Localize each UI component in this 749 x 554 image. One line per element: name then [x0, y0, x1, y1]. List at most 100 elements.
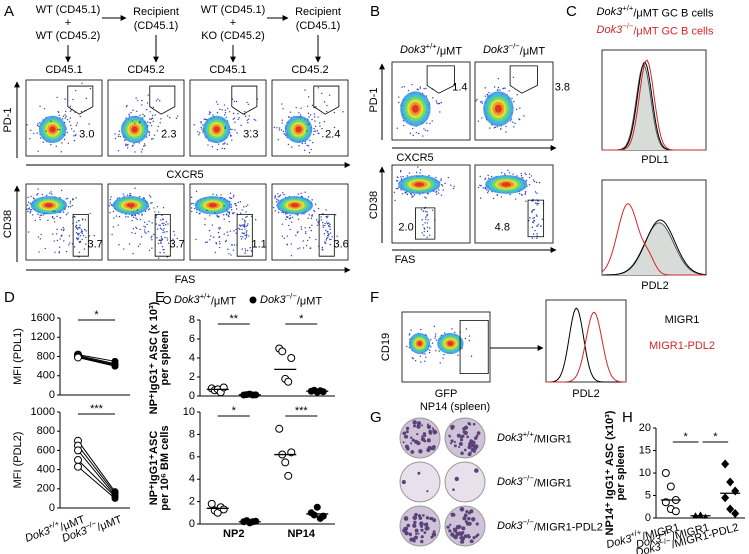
event-dot [329, 224, 331, 226]
event-dot [310, 229, 312, 232]
event-dot [51, 193, 53, 195]
spot [469, 539, 474, 544]
event-dot [396, 188, 399, 190]
x-axis-label: CXCR5 [396, 152, 433, 164]
event-dot [328, 222, 330, 224]
spot [414, 439, 419, 444]
spot [469, 442, 475, 448]
event-dot [428, 349, 431, 351]
spot [463, 430, 468, 436]
event-dot [531, 211, 533, 213]
event-dot [56, 228, 58, 230]
event-dot [137, 245, 140, 248]
event-dot [30, 195, 32, 198]
event-dot [29, 212, 31, 214]
density-contour [290, 203, 300, 208]
event-dot [418, 132, 420, 135]
event-dot [333, 111, 336, 114]
event-dot [79, 235, 82, 237]
event-dot [397, 180, 399, 182]
event-dot [241, 209, 243, 211]
spot [431, 532, 437, 537]
event-dot [254, 119, 257, 121]
event-dot [208, 239, 211, 241]
event-dot [528, 184, 531, 186]
event-dot [158, 224, 160, 226]
spot [467, 516, 471, 521]
event-dot [406, 193, 409, 196]
event-dot [88, 235, 91, 237]
event-dot [206, 241, 208, 243]
event-dot [336, 235, 338, 237]
gate [313, 85, 340, 115]
gate [236, 213, 253, 257]
event-dot [75, 89, 77, 92]
event-dot [536, 237, 538, 240]
event-dot [326, 104, 328, 107]
event-dot [321, 92, 323, 95]
event-dot [411, 357, 413, 359]
event-dot [420, 361, 422, 363]
event-dot [143, 225, 145, 227]
event-dot [118, 215, 121, 218]
event-dot [238, 227, 240, 229]
event-dot [315, 219, 318, 221]
event-dot [208, 229, 211, 232]
event-dot [241, 228, 243, 230]
y-tick-label: 8 [189, 428, 195, 440]
event-dot [245, 216, 247, 219]
event-dot [529, 217, 531, 219]
event-dot [201, 128, 203, 130]
event-dot [216, 148, 219, 151]
spot [460, 539, 465, 544]
event-dot [494, 126, 497, 129]
significance-label: * [713, 431, 718, 443]
column-label: CD45.2 [291, 64, 328, 76]
event-dot [143, 221, 146, 224]
event-dot [328, 94, 331, 96]
spot [420, 437, 426, 442]
event-dot [217, 103, 219, 105]
event-dot [536, 215, 538, 217]
event-dot [282, 108, 284, 110]
event-dot [500, 196, 503, 198]
spot [416, 432, 419, 436]
event-dot [67, 142, 70, 144]
event-dot [118, 244, 120, 246]
event-dot [244, 248, 247, 250]
row-label-gene: Dok3 [497, 476, 524, 488]
event-dot [244, 250, 247, 252]
spot [454, 476, 459, 482]
spot [415, 532, 418, 535]
column-label-suffix: /μMT [437, 45, 463, 57]
gate [509, 65, 538, 94]
event-dot [325, 229, 327, 232]
pair-line [77, 450, 116, 496]
spot [475, 522, 479, 526]
event-dot [218, 236, 221, 238]
event-dot [150, 236, 152, 239]
gate-percentage: 4.8 [495, 221, 510, 233]
column-label: Dok3−/−/μMT [483, 42, 545, 58]
event-dot [541, 218, 544, 220]
event-dot [238, 224, 241, 226]
event-dot [76, 122, 79, 124]
legend-entry-suffix: /μMT GC B cells [633, 25, 714, 37]
pair-line [77, 440, 116, 492]
spot [476, 533, 480, 537]
event-dot [290, 221, 293, 223]
legend-entry: MIGR1 [665, 314, 700, 326]
spot [458, 442, 463, 446]
event-dot [512, 76, 515, 78]
event-dot [81, 238, 83, 240]
event-dot [322, 224, 324, 226]
event-dot [276, 198, 278, 200]
event-dot [400, 178, 403, 180]
panel-letter: A [4, 3, 14, 20]
event-dot [311, 224, 313, 227]
event-dot [307, 145, 310, 147]
event-dot [283, 237, 285, 239]
event-dot [300, 116, 302, 118]
event-dot [444, 332, 446, 334]
event-dot [532, 217, 534, 219]
